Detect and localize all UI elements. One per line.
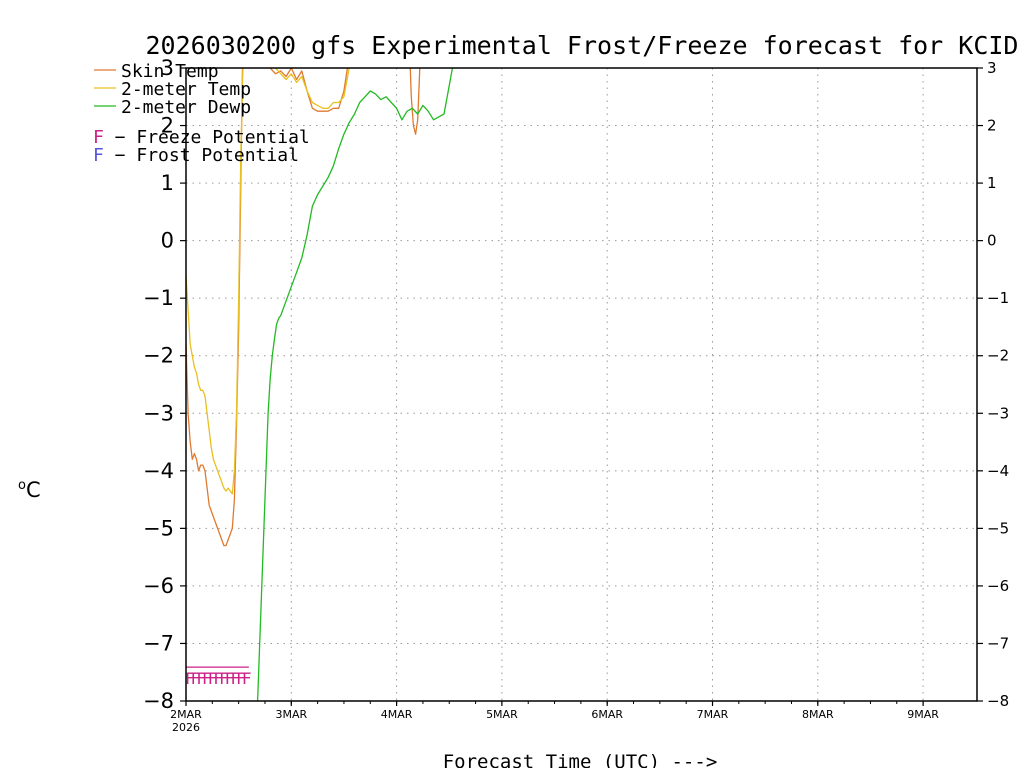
x-tick-label: 7MAR xyxy=(697,708,729,721)
freeze-potential-mark: F xyxy=(208,669,218,688)
freeze-potential-mark: F xyxy=(225,669,235,688)
y-tick-label: −3 xyxy=(143,401,174,425)
y-tick-label: 1 xyxy=(161,171,174,195)
y-tick-label: −1 xyxy=(143,286,174,310)
freeze-potential-mark: F xyxy=(191,669,201,688)
potential-legend-entry: F − Frost Potential xyxy=(93,145,299,166)
y-tick-label-right: −1 xyxy=(987,289,1009,307)
y-tick-label-right: −7 xyxy=(987,634,1009,652)
x-tick-label: 4MAR xyxy=(381,708,413,721)
y-tick-label-right: −3 xyxy=(987,404,1009,422)
freeze-potential-mark: F xyxy=(213,669,223,688)
legend-label: 2-meter Temp xyxy=(121,79,251,100)
grid-lines xyxy=(186,68,977,701)
plot-frame xyxy=(185,67,978,702)
y-tick-label: 3 xyxy=(161,56,174,80)
y-tick-label-right: −4 xyxy=(987,462,1009,480)
y-tick-label: −4 xyxy=(143,459,174,483)
freeze-potential-mark: F xyxy=(230,669,240,688)
legend-label: 2-meter Dewp xyxy=(121,97,251,118)
y-axis-unit: C xyxy=(26,478,41,502)
y-tick-label: −8 xyxy=(143,689,174,713)
y-tick-label: −6 xyxy=(143,574,174,598)
x-tick-sublabel: 2026 xyxy=(172,721,200,734)
y-tick-label-right: 1 xyxy=(987,174,997,192)
y-tick-label-right: 2 xyxy=(987,117,997,135)
series-layer xyxy=(186,68,454,701)
y-tick-label-right: −2 xyxy=(987,347,1009,365)
series-skin-temp xyxy=(186,68,421,547)
y-tick-label: 0 xyxy=(161,229,174,253)
x-tick-label: 6MAR xyxy=(591,708,623,721)
y-tick-label-right: −8 xyxy=(987,692,1009,710)
degree-sign: o xyxy=(18,478,26,493)
y-tick-label-right: 3 xyxy=(987,59,997,77)
legend-label: Skin Temp xyxy=(121,61,219,82)
x-axis-title: Forecast Time (UTC) ---> xyxy=(443,751,718,768)
freeze-potential-mark: F xyxy=(242,669,252,688)
series-2-meter-dewp xyxy=(256,68,454,701)
y-tick-label: −5 xyxy=(143,516,174,540)
freeze-potential-mark: F xyxy=(196,669,206,688)
x-tick-label: 3MAR xyxy=(275,708,307,721)
y-tick-label: −7 xyxy=(143,631,174,655)
x-tick-label: 2MAR xyxy=(170,708,202,721)
y-tick-label-right: −5 xyxy=(987,519,1009,537)
freeze-potential-mark: F xyxy=(236,669,246,688)
y-axis-left: −8 −7 −6 −5 −4 −3 −2 −1 0 1 2 3 xyxy=(143,56,186,713)
potential-legend-entry: F − Freeze Potential xyxy=(93,127,310,148)
chart-title: 2026030200 gfs Experimental Frost/Freeze… xyxy=(146,31,1019,60)
y-tick-label: −2 xyxy=(143,344,174,368)
y-axis-label: oC xyxy=(18,478,41,502)
x-tick-label: 9MAR xyxy=(907,708,939,721)
freeze-potential-mark: F xyxy=(185,669,195,688)
freeze-potential-mark: F xyxy=(219,669,229,688)
freeze-potential-mark: F xyxy=(202,669,212,688)
y-tick-label: 2 xyxy=(161,114,174,138)
y-axis-right: −8 −7 −6 −5 −4 −3 −2 −1 0 1 2 3 xyxy=(977,59,1009,710)
x-tick-label: 8MAR xyxy=(802,708,834,721)
y-tick-label-right: −6 xyxy=(987,577,1009,595)
x-tick-label: 5MAR xyxy=(486,708,518,721)
series-2-meter-temp xyxy=(186,68,350,495)
y-tick-label-right: 0 xyxy=(987,232,997,250)
